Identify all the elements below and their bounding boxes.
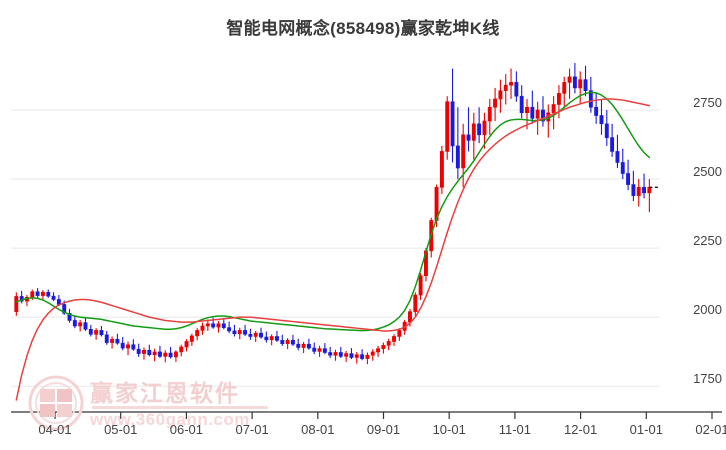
x-axis-tick-label: 09-01	[366, 422, 401, 437]
y-axis-tick-label: 1750	[693, 371, 722, 387]
y-axis-tick-label: 2500	[693, 164, 722, 180]
page-title: 智能电网概念(858498)赢家乾坤K线	[226, 19, 500, 38]
x-axis-tick-label: 10-01	[432, 422, 466, 437]
axis-lines	[11, 411, 722, 419]
gridlines	[11, 109, 660, 387]
y-axis-tick-label: 2750	[693, 95, 722, 110]
x-axis-tick-label: 04-01	[38, 422, 72, 437]
x-axis-tick-label: 02-01	[695, 422, 726, 437]
x-axis-tick-label: 12-01	[563, 422, 598, 437]
x-axis-tick-label: 08-01	[301, 422, 335, 437]
x-axis-tick-label: 11-01	[498, 422, 532, 437]
y-axis-tick-label: 2250	[693, 233, 722, 249]
moving-average-lines	[15, 91, 651, 401]
x-axis-tick-label: 05-01	[104, 422, 138, 437]
x-axis-tick-label: 07-01	[235, 422, 269, 437]
x-axis-tick-label: 06-01	[169, 422, 204, 437]
candle-series	[14, 63, 652, 365]
y-axis-tick-label: 2000	[693, 302, 722, 318]
x-axis-tick-label: 01-01	[629, 422, 663, 437]
